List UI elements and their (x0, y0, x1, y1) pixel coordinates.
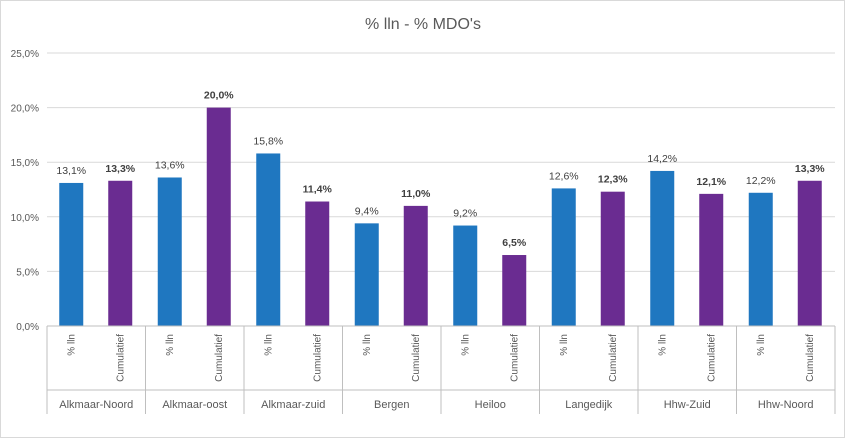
sub-category-label: % lln (460, 334, 471, 356)
bar (797, 180, 822, 326)
y-tick-label: 25,0% (11, 49, 39, 60)
data-label: 9,2% (453, 208, 477, 220)
data-label: 13,3% (105, 163, 135, 175)
data-label: 12,1% (696, 176, 726, 188)
sub-category-label: Cumulatief (509, 334, 520, 382)
data-label: 11,0% (401, 188, 431, 200)
bar (256, 153, 281, 326)
bar (354, 223, 379, 326)
data-label: 20,0% (204, 90, 234, 102)
category-label: Hhw-Noord (758, 399, 814, 411)
bar (157, 177, 182, 326)
sub-category-label: Cumulatief (608, 334, 619, 382)
category-label: Hhw-Zuid (664, 399, 711, 411)
bar (551, 188, 576, 326)
data-label: 11,4% (303, 184, 333, 196)
y-tick-label: 10,0% (11, 213, 39, 224)
category-label: Alkmaar-oost (162, 399, 227, 411)
y-tick-label: 15,0% (11, 158, 39, 169)
chart-title: % lln - % MDO's (365, 16, 481, 33)
sub-category-label: % lln (66, 334, 77, 356)
bar (600, 191, 625, 326)
data-label: 13,3% (795, 163, 825, 175)
bar (748, 192, 773, 326)
sub-category-label: % lln (756, 334, 767, 356)
data-label: 12,6% (549, 170, 579, 182)
category-label: Alkmaar-zuid (261, 399, 325, 411)
data-label: 15,8% (253, 135, 283, 147)
data-label: 12,3% (598, 174, 628, 186)
y-tick-label: 5,0% (16, 267, 39, 278)
bars (59, 107, 822, 326)
sub-category-label: Cumulatief (411, 334, 422, 382)
sub-category-label: Cumulatief (312, 334, 323, 382)
sub-category-label: Cumulatief (115, 334, 126, 382)
category-label: Heiloo (475, 399, 506, 411)
bar (699, 193, 724, 326)
bar (650, 170, 675, 326)
sub-category-label: Cumulatief (805, 334, 816, 382)
data-label: 13,6% (155, 159, 185, 171)
data-label: 6,5% (502, 237, 527, 249)
bar (206, 107, 231, 326)
data-label: 14,2% (647, 153, 677, 165)
data-labels: 13,1% 13,3% 13,6% 20,0% 15,8% 11,4% 9,4% 11,0% 9… (56, 90, 825, 249)
y-tick-label: 0,0% (16, 322, 39, 333)
category-label: Bergen (374, 399, 409, 411)
bar (305, 201, 330, 326)
bar (502, 255, 527, 326)
sub-category-label: % lln (362, 334, 373, 356)
category-label: Langedijk (565, 399, 613, 411)
data-label: 9,4% (355, 205, 379, 217)
y-tick-label: 20,0% (11, 104, 39, 115)
bar (59, 182, 84, 326)
bar (403, 205, 428, 326)
sub-category-label: % lln (559, 334, 570, 356)
sub-category-label: % lln (657, 334, 668, 356)
bar (108, 180, 133, 326)
sub-category-label: % lln (165, 334, 176, 356)
sub-category-label: Cumulatief (214, 334, 225, 382)
category-label: Alkmaar-Noord (59, 399, 133, 411)
x-axis: % lln Cumulatief Alkmaar-Noord % lln Cumulat… (46, 325, 836, 414)
data-label: 12,2% (746, 175, 776, 187)
y-axis-ticks: 0,0% 5,0% 10,0% 15,0% 20,0% 25,0% (11, 49, 39, 333)
sub-category-label: % lln (263, 334, 274, 356)
sub-category-label: Cumulatief (706, 334, 717, 382)
data-label: 13,1% (56, 165, 86, 177)
bar (453, 225, 478, 326)
